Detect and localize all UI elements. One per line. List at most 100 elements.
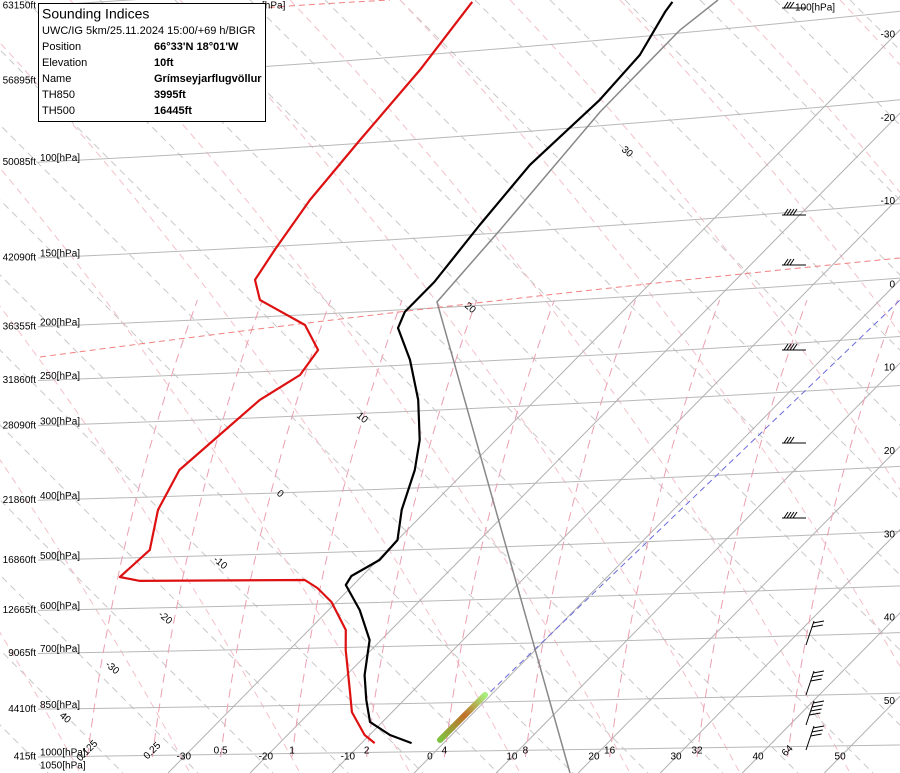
- isotherm-label-bottom: -10: [341, 752, 356, 763]
- info-label: Name: [42, 73, 71, 85]
- isotherm-label-right: -20: [881, 113, 896, 124]
- pressure-label: 700[hPa]: [40, 644, 80, 655]
- y-tick-label: 4410ft: [8, 704, 36, 715]
- dry-adiabat: [0, 124, 649, 773]
- reference-curve: [39, 257, 900, 358]
- barb-feather: [812, 725, 825, 729]
- isotherm: [495, 362, 900, 773]
- info-label: Elevation: [42, 57, 87, 69]
- wind-label: 100[hPa]: [795, 3, 835, 14]
- barb-feather: [792, 208, 798, 216]
- profile-line: [344, 1, 674, 745]
- barb-feather: [783, 208, 789, 216]
- barb-feather: [811, 624, 823, 628]
- barb-feather: [786, 511, 792, 519]
- lcl-marker: [437, 692, 488, 743]
- barb-feather: [789, 436, 795, 444]
- dry-adiabat: [0, 274, 499, 773]
- dry-adiabat: [174, 0, 900, 726]
- isotherm-label-bottom: -20: [259, 752, 274, 763]
- barb-feather: [783, 511, 789, 519]
- isotherm: [331, 195, 900, 773]
- barb-feather: [789, 258, 795, 266]
- mixing-ratio-line: [787, 299, 899, 758]
- pressure-label: 200[hPa]: [40, 317, 80, 328]
- barb-feather: [783, 436, 789, 444]
- grid-line: [37, 692, 900, 710]
- mixing-ratio-line: [609, 299, 721, 758]
- moist-adiabat: [179, 0, 741, 773]
- barb-feather: [810, 678, 822, 682]
- grid-line: [37, 277, 900, 328]
- adiabat-label: 0: [274, 488, 286, 500]
- dry-adiabat: [324, 0, 900, 576]
- info-value: 10ft: [154, 57, 174, 69]
- mixing-ratio-line: [443, 299, 555, 758]
- pressure-label: 1050[hPa]: [40, 761, 86, 772]
- mixing-ratio-line: [151, 299, 263, 758]
- isotherm-label-right: 20: [884, 446, 896, 457]
- pressure-label: 1000[hPa]: [40, 748, 86, 759]
- wind-barb: [782, 343, 806, 351]
- grid-line: [37, 384, 900, 427]
- isotherm-label-bottom: 30: [670, 752, 682, 763]
- isotherm-label-right: 10: [884, 363, 896, 374]
- moist-adiabat: [509, 0, 900, 491]
- isotherm: [167, 29, 900, 773]
- barb-feather: [783, 1, 789, 9]
- grid-line: [37, 585, 900, 611]
- dry-adiabat: [474, 0, 900, 426]
- isotherm-label-right: -10: [881, 196, 896, 207]
- wind-barb: [805, 725, 825, 751]
- info-value: Grímseyjarflugvöllur: [154, 73, 262, 85]
- barb-feather: [786, 436, 792, 444]
- barb-feather: [786, 343, 792, 351]
- mixing-ratio-label: 1: [289, 746, 295, 757]
- mixing-ratio-label: 4: [442, 746, 448, 757]
- mixing-ratio-line: [291, 299, 403, 758]
- mixing-ratio-line: [366, 299, 478, 758]
- barb-feather: [789, 208, 795, 216]
- info-box: Sounding Indices UWC/IG 5km/25.11.2024 1…: [38, 3, 266, 122]
- mixing-ratio-line: [696, 299, 808, 758]
- moist-adiabat: [619, 0, 900, 334]
- barb-staff: [805, 725, 815, 751]
- barb-feather: [810, 708, 822, 712]
- barb-feather: [792, 343, 798, 351]
- y-tick-label: 415ft: [14, 752, 36, 763]
- isotherm: [577, 445, 900, 773]
- barb-feather: [811, 674, 823, 678]
- pressure-label: 150[hPa]: [40, 249, 80, 260]
- dry-adiabat: [399, 0, 900, 501]
- pressure-label: 300[hPa]: [40, 416, 80, 427]
- grid-line: [37, 465, 900, 501]
- mixing-ratio-label: 8: [523, 746, 529, 757]
- info-title: Sounding Indices: [42, 6, 149, 22]
- parcel-path: [436, 0, 719, 773]
- wind-barb: [782, 258, 806, 266]
- barb-feather: [809, 712, 821, 716]
- barb-feather: [783, 258, 789, 266]
- isotherm: [413, 279, 900, 773]
- lcl-line: [439, 299, 900, 741]
- isotherm-label-right: 30: [884, 529, 896, 540]
- barb-feather: [789, 511, 795, 519]
- pressure-label: 250[hPa]: [40, 371, 80, 382]
- grid-line: [37, 203, 900, 259]
- wind-barb: [805, 700, 825, 726]
- dry-adiabat: [549, 0, 900, 351]
- info-label: TH850: [42, 89, 75, 101]
- barb-staff: [805, 700, 815, 726]
- wind-barb: [805, 670, 825, 696]
- moist-adiabat: [289, 0, 851, 773]
- info-label: Position: [42, 41, 81, 53]
- info-frame: [38, 3, 266, 122]
- dry-adiabat: [99, 0, 874, 773]
- barb-feather: [786, 258, 792, 266]
- barb-feather: [812, 620, 825, 624]
- y-tick-label: 63150ft: [3, 1, 37, 12]
- y-tick-label: 56895ft: [3, 75, 37, 86]
- pressure-label: 500[hPa]: [40, 551, 80, 562]
